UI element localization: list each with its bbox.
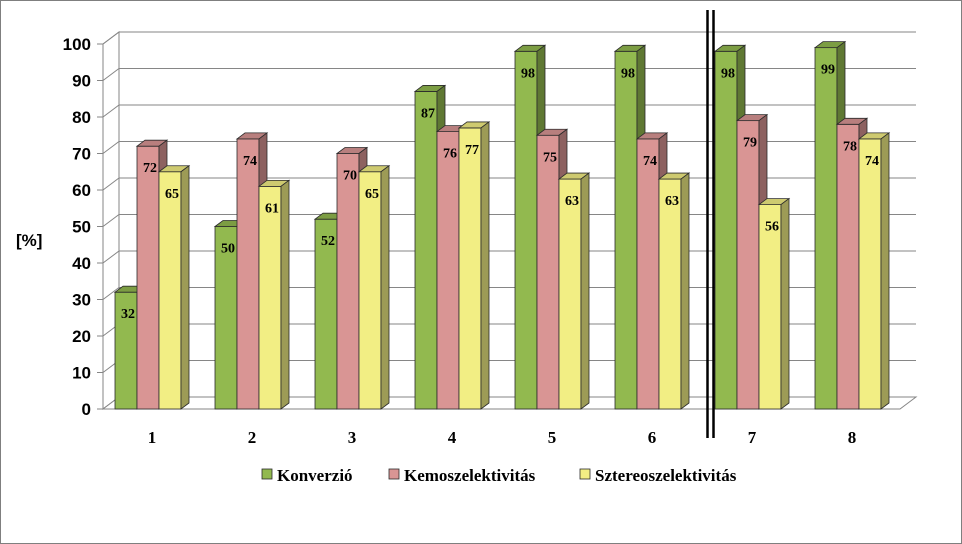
y-tick-label: 0 bbox=[82, 400, 91, 419]
bar bbox=[657, 172, 691, 410]
gridline bbox=[102, 31, 916, 45]
data-label: 56 bbox=[765, 220, 779, 235]
data-label: 78 bbox=[843, 139, 857, 154]
x-tick-label: 5 bbox=[548, 428, 557, 447]
legend-swatch bbox=[579, 468, 591, 480]
x-tick-label: 2 bbox=[248, 428, 257, 447]
bar-side bbox=[780, 197, 790, 410]
bar-front bbox=[514, 50, 538, 410]
gridline bbox=[102, 68, 916, 81]
y-tick-label: 40 bbox=[72, 254, 91, 273]
data-label: 63 bbox=[565, 194, 579, 209]
x-tick-label: 7 bbox=[748, 428, 757, 447]
data-label: 87 bbox=[421, 106, 435, 121]
bar-side bbox=[380, 164, 390, 410]
gridline bbox=[102, 104, 916, 118]
y-tick-label: 60 bbox=[72, 181, 91, 200]
bar-front bbox=[336, 153, 360, 410]
legend-item: Konverzió bbox=[261, 466, 353, 485]
data-label: 65 bbox=[365, 187, 379, 202]
bar-front bbox=[658, 178, 682, 410]
bar-front bbox=[236, 138, 260, 410]
bars-layer bbox=[113, 40, 891, 410]
x-tick-label: 3 bbox=[348, 428, 357, 447]
gridline bbox=[102, 177, 916, 191]
y-tick-label: 10 bbox=[72, 364, 91, 383]
data-label: 70 bbox=[343, 169, 357, 184]
legend-label: Kemoszelektivitás bbox=[404, 466, 536, 485]
x-tick-label: 1 bbox=[148, 428, 157, 447]
y-tick-label: 80 bbox=[72, 108, 91, 127]
legend-label: Sztereoszelektivitás bbox=[595, 466, 737, 485]
data-label: 99 bbox=[821, 63, 835, 78]
gridline bbox=[102, 141, 916, 154]
bar bbox=[357, 164, 391, 410]
data-label: 72 bbox=[143, 161, 157, 176]
legend-swatch bbox=[261, 468, 273, 480]
legend-swatch bbox=[388, 468, 400, 480]
bar-front bbox=[258, 185, 282, 410]
x-tick-label: 8 bbox=[848, 428, 857, 447]
legend: Konverzió Kemoszelektivitás Sztereoszelekt… bbox=[261, 466, 737, 485]
data-label: 75 bbox=[543, 150, 557, 165]
x-tick-label: 4 bbox=[448, 428, 457, 447]
bar-side bbox=[480, 121, 490, 410]
bar bbox=[857, 132, 891, 410]
bar-front bbox=[558, 178, 582, 410]
bar-side bbox=[180, 164, 190, 410]
y-tick-label: 70 bbox=[72, 145, 91, 164]
bar-front bbox=[714, 50, 738, 410]
y-axis-label: [%] bbox=[16, 231, 42, 250]
data-label: 74 bbox=[865, 154, 879, 169]
bar-front bbox=[614, 50, 638, 410]
data-label: 79 bbox=[743, 136, 757, 151]
legend-item: Kemoszelektivitás bbox=[388, 466, 536, 485]
bar-front bbox=[358, 171, 382, 410]
bar-side bbox=[880, 132, 890, 410]
bar-front bbox=[736, 120, 760, 410]
data-label: 77 bbox=[465, 143, 479, 158]
bar bbox=[557, 172, 591, 410]
data-label: 32 bbox=[121, 307, 135, 322]
bar-side bbox=[280, 179, 290, 410]
bar-front bbox=[836, 123, 860, 410]
data-label: 52 bbox=[321, 234, 335, 249]
bar-front bbox=[136, 145, 160, 410]
bar-side bbox=[580, 172, 590, 410]
bar bbox=[457, 121, 491, 410]
data-label: 98 bbox=[621, 66, 635, 81]
bar-front bbox=[814, 47, 838, 410]
y-tick-label: 50 bbox=[72, 218, 91, 237]
data-label: 65 bbox=[165, 187, 179, 202]
y-tick-label: 20 bbox=[72, 327, 91, 346]
legend-item: Sztereoszelektivitás bbox=[579, 466, 737, 485]
bar-front bbox=[636, 138, 660, 410]
y-tick-label: 90 bbox=[72, 72, 91, 91]
x-tick-label: 6 bbox=[648, 428, 657, 447]
bar-side bbox=[680, 172, 690, 410]
bar-front bbox=[858, 138, 882, 410]
bar-front bbox=[436, 131, 460, 410]
data-label: 50 bbox=[221, 242, 235, 257]
data-label: 63 bbox=[665, 194, 679, 209]
bar bbox=[257, 179, 291, 410]
data-label: 76 bbox=[443, 147, 457, 162]
bar-front bbox=[414, 91, 438, 410]
bar-front bbox=[536, 134, 560, 410]
legend-label: Konverzió bbox=[277, 466, 353, 485]
y-tick-label: 30 bbox=[72, 291, 91, 310]
data-label: 98 bbox=[721, 66, 735, 81]
data-label: 61 bbox=[265, 201, 279, 216]
data-label: 74 bbox=[643, 154, 657, 169]
bar bbox=[757, 197, 791, 410]
bar bbox=[157, 164, 191, 410]
bar-front bbox=[458, 127, 482, 410]
y-tick-label: 100 bbox=[63, 35, 91, 54]
data-label: 74 bbox=[243, 154, 257, 169]
data-label: 98 bbox=[521, 66, 535, 81]
bar-front bbox=[158, 171, 182, 410]
bar-front bbox=[758, 204, 782, 410]
